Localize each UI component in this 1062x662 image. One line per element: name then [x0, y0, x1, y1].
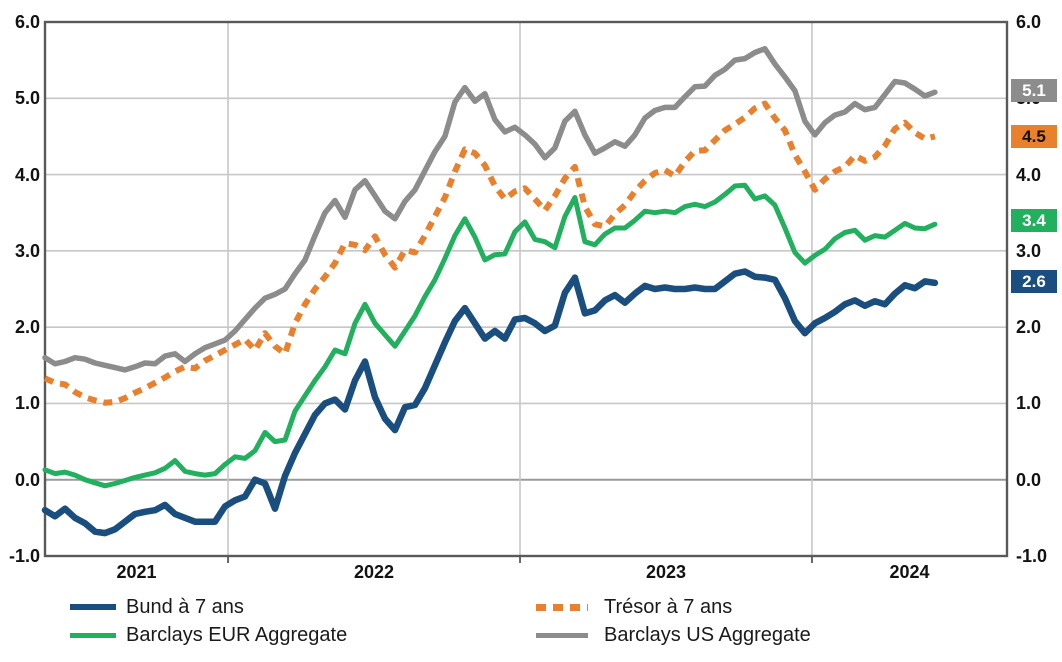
end-value-badge-barclays-us-aggregate: 5.1	[1011, 79, 1057, 103]
legend-label-bund-a-7-ans: Bund à 7 ans	[126, 596, 244, 618]
y-axis-tick-label-right: 4.0	[1016, 164, 1042, 185]
end-value-badge-barclays-eur-aggregate: 3.4	[1011, 208, 1057, 232]
legend-label-barclays-us-aggregate: Barclays US Aggregate	[604, 624, 811, 646]
x-axis-year-label: 2021	[116, 562, 157, 582]
y-axis-tick-label-left: 4.0	[14, 164, 40, 185]
y-axis-tick-label-right: 1.0	[1016, 393, 1042, 414]
series-line-barclays-eur-aggregate	[42, 182, 938, 489]
y-axis-tick-label-right: 6.0	[1016, 12, 1042, 32]
y-axis-tick-label-left: 2.0	[14, 317, 40, 338]
x-axis-year-label: 2024	[889, 562, 930, 582]
y-axis-tick-label-left: 3.0	[14, 240, 40, 261]
legend-swatch-tresor-a-7-ans	[536, 603, 588, 611]
end-value-badge-bund-a-7-ans: 2.6	[1011, 269, 1057, 293]
legend-swatch-bund-a-7-ans	[70, 604, 116, 610]
series-line-barclays-us-aggregate	[42, 45, 938, 373]
y-axis-tick-label-left: 5.0	[14, 88, 40, 109]
y-axis-tick-label-left: 1.0	[14, 393, 40, 414]
y-axis-tick-label-right: -1.0	[1016, 546, 1048, 566]
plot-frame	[43, 20, 1009, 558]
y-axis-tick-label-right: 2.0	[1016, 317, 1042, 338]
legend-label-barclays-eur-aggregate: Barclays EUR Aggregate	[126, 624, 348, 646]
x-axis-year-label: 2022	[354, 562, 395, 582]
x-axis-year-label: 2023	[645, 562, 686, 582]
legend-swatch-barclays-eur-aggregate	[70, 632, 116, 638]
series-line-bund-a-7-ans	[41, 268, 939, 537]
y-axis-tick-label-left: -1.0	[8, 546, 40, 566]
series-line-tresor-a-7-ans	[43, 100, 936, 406]
end-value-badge-tresor-a-7-ans: 4.5	[1011, 124, 1057, 148]
y-axis-tick-label-right: 3.0	[1016, 240, 1042, 261]
y-axis-tick-label-right: 0.0	[1016, 469, 1042, 490]
y-axis-tick-label-left: 6.0	[14, 12, 40, 32]
legend-label-tresor-a-7-ans: Trésor à 7 ans	[604, 596, 733, 618]
y-axis-tick-label-left: 0.0	[14, 469, 40, 490]
legend-swatch-barclays-us-aggregate	[536, 632, 588, 638]
